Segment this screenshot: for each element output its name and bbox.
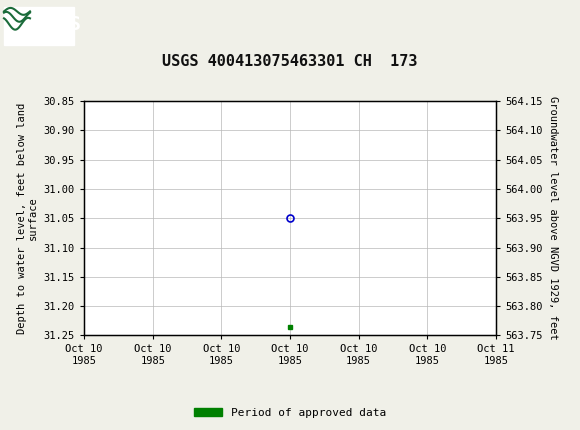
Legend: Period of approved data: Period of approved data: [190, 403, 390, 422]
Text: USGS 400413075463301 CH  173: USGS 400413075463301 CH 173: [162, 54, 418, 69]
Y-axis label: Groundwater level above NGVD 1929, feet: Groundwater level above NGVD 1929, feet: [548, 96, 558, 340]
Text: USGS: USGS: [34, 15, 81, 34]
Y-axis label: Depth to water level, feet below land
surface: Depth to water level, feet below land su…: [17, 103, 38, 334]
FancyBboxPatch shape: [4, 7, 74, 45]
